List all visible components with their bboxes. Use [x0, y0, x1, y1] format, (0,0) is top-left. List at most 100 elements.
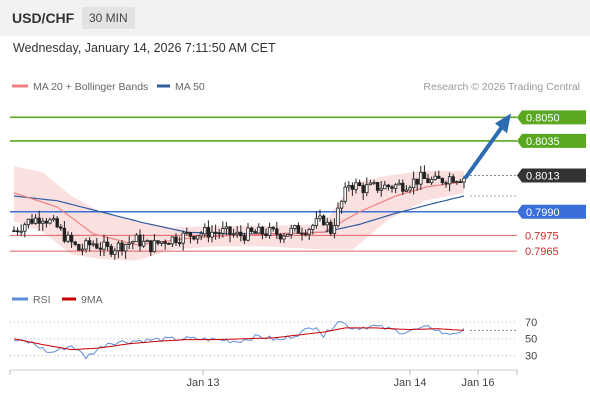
candle-body: [188, 232, 193, 237]
timeframe-badge[interactable]: 30 MIN: [82, 7, 135, 29]
candle-body: [408, 187, 412, 191]
x-tick-label: Jan 14: [393, 377, 426, 389]
candle-body: [213, 231, 218, 234]
rsi-line: [13, 321, 465, 360]
projection-line: [464, 126, 503, 180]
candle-body: [141, 240, 146, 247]
candle-body: [314, 218, 319, 227]
candle-body: [293, 225, 297, 229]
candle-body: [231, 233, 236, 236]
chart-header: USD/CHF 30 MIN: [0, 0, 590, 36]
candle-body: [37, 217, 41, 224]
candle-body: [228, 226, 232, 235]
level-tag-0.8035: [517, 133, 586, 148]
candle-body: [332, 225, 337, 234]
rsi-pane: 70 50 30: [10, 317, 537, 362]
candle-body: [440, 177, 445, 184]
candle-body: [127, 242, 131, 245]
candle-body: [91, 243, 95, 246]
rsi-tick-70: 70: [525, 317, 537, 329]
candle-body: [296, 225, 301, 234]
candle-body: [62, 227, 67, 242]
candle-body: [192, 235, 196, 240]
candle-body: [221, 228, 225, 234]
level-label-0.7975: 0.7975: [525, 230, 559, 242]
rsi-tick-50: 50: [525, 334, 537, 346]
candle-body: [23, 224, 27, 232]
candle-body: [365, 184, 369, 194]
candle-body: [170, 236, 175, 245]
candle-body: [195, 235, 200, 240]
candle-body: [41, 220, 45, 224]
price-levels: [10, 116, 517, 252]
candle-body: [105, 241, 110, 247]
candle-body: [336, 207, 340, 226]
projection-arrowhead: [495, 113, 511, 134]
candle-body: [131, 241, 135, 244]
candle-body: [311, 225, 315, 230]
candle-body: [404, 189, 409, 192]
candle-body: [455, 181, 459, 184]
x-tick-label: Jan 16: [461, 377, 494, 389]
candle-body: [224, 226, 229, 230]
x-tick-label: Jan 13: [186, 377, 219, 389]
candle-body: [462, 177, 466, 183]
level-tag-0.8013: [517, 168, 586, 183]
candle-body: [278, 234, 283, 240]
candle-body: [15, 230, 20, 233]
candle-body: [217, 232, 221, 235]
candle-body: [48, 219, 52, 224]
candle-body: [357, 182, 362, 186]
candle-body: [289, 227, 293, 235]
candle-body: [134, 234, 139, 243]
candle-body: [300, 232, 304, 235]
level-label-0.8013: 0.8013: [526, 171, 560, 183]
candle-body: [444, 182, 448, 185]
candle-body: [458, 181, 463, 184]
candle-body: [253, 231, 257, 234]
candle-body: [379, 188, 383, 191]
candle-body: [350, 185, 355, 190]
candle-body: [156, 240, 160, 244]
symbol-title: USD/CHF: [12, 10, 75, 26]
candle-body: [163, 241, 167, 244]
candle-body: [210, 231, 214, 238]
candle-body: [422, 172, 427, 180]
level-label-0.7965: 0.7965: [525, 246, 559, 258]
candle-body: [437, 175, 441, 179]
candle-body: [138, 234, 142, 247]
candle-body: [264, 233, 268, 236]
candle-body: [203, 227, 207, 235]
time-axis-ticks: Jan 13 Jan 14 Jan 16: [9, 370, 518, 389]
level-label-0.8035: 0.8035: [526, 136, 560, 148]
projection-arrow: [464, 113, 511, 180]
chart-datetime: Wednesday, January 14, 2026 7:11:50 AM C…: [13, 41, 276, 55]
candle-body: [368, 182, 373, 186]
candle-body: [246, 227, 250, 241]
candle-body: [275, 228, 279, 235]
candle-body: [181, 232, 185, 244]
level-label-0.7990: 0.7990: [526, 207, 560, 219]
candle-body: [321, 215, 326, 226]
candle-body: [199, 233, 203, 237]
candle-body: [447, 176, 452, 185]
candle-body: [307, 229, 311, 235]
candle-body: [113, 250, 117, 255]
level-tag-0.7990: [517, 204, 586, 219]
candle-body: [271, 227, 275, 230]
candle-body: [318, 215, 322, 220]
candle-body: [145, 240, 149, 243]
candlesticks: [12, 165, 466, 260]
candle-body: [19, 230, 23, 233]
candle-body: [120, 242, 124, 252]
candle-body: [80, 248, 85, 251]
candle-body: [206, 227, 211, 238]
level-tag-0.8050: [517, 110, 586, 125]
ma20-line: [13, 181, 465, 246]
candle-body: [343, 186, 347, 202]
candle-body: [375, 182, 380, 191]
candle-body: [390, 186, 394, 189]
candle-body: [174, 236, 178, 244]
candle-body: [386, 184, 391, 188]
